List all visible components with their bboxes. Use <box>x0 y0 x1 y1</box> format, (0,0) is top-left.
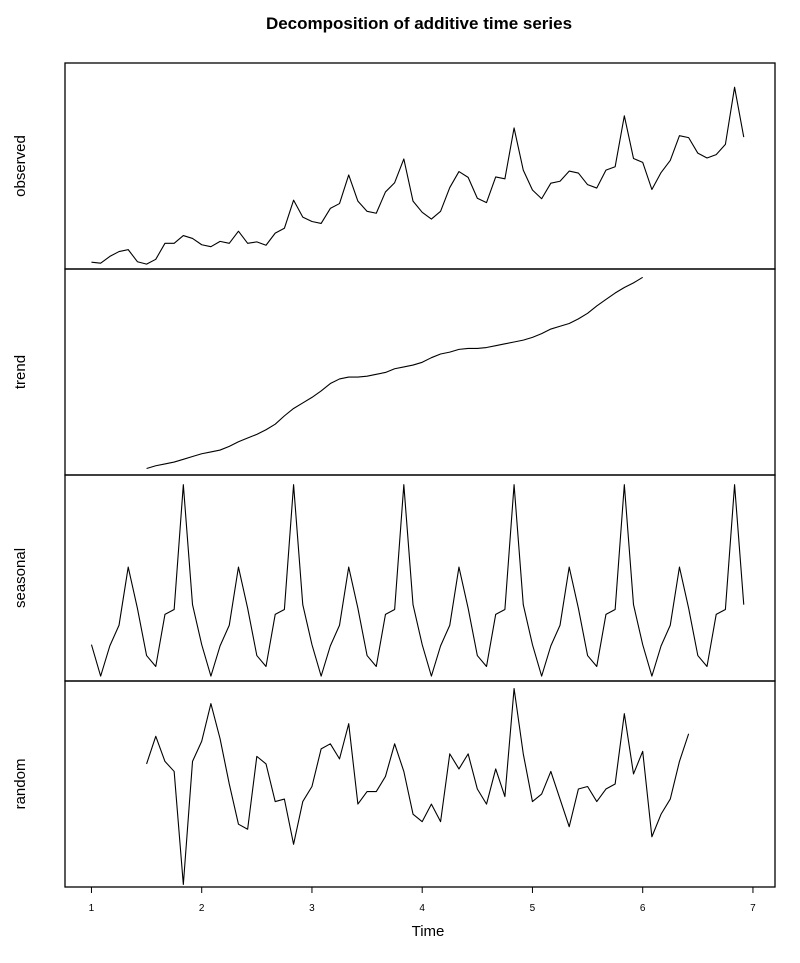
observed-series-line <box>91 86 745 265</box>
seasonal-series-line <box>90 484 745 677</box>
seasonal-panel-label: seasonal <box>12 548 29 608</box>
observed-panel-frame <box>64 62 776 270</box>
x-tick-label-4: 4 <box>419 903 425 914</box>
x-tick-label-3: 3 <box>309 903 315 914</box>
random-panel-frame <box>64 680 776 888</box>
x-tick-label-5: 5 <box>530 903 536 914</box>
observed-panel-label: observed <box>12 135 29 197</box>
seasonal-panel-frame <box>64 474 776 682</box>
chart-title: Decomposition of additive time series <box>265 14 573 33</box>
trend-series-line <box>146 276 643 470</box>
random-panel-label: random <box>12 759 29 810</box>
trend-panel-label: trend <box>12 355 29 389</box>
x-tick-label-7: 7 <box>750 903 756 914</box>
x-axis-label: Time <box>412 923 445 940</box>
x-tick-label-2: 2 <box>199 903 205 914</box>
x-tick-label-6: 6 <box>640 903 646 914</box>
trend-panel-frame <box>64 268 776 476</box>
x-tick-label-1: 1 <box>89 903 95 914</box>
random-series-line <box>146 687 690 886</box>
